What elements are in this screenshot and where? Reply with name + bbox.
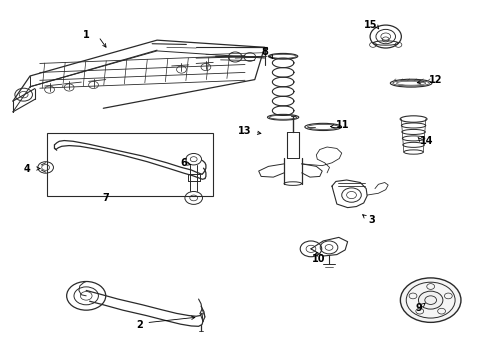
Text: 4: 4 (24, 163, 30, 174)
Bar (47, 134, 213, 196)
Text: 3: 3 (368, 215, 375, 225)
Text: 15: 15 (364, 20, 378, 30)
Text: 11: 11 (336, 121, 349, 130)
Text: 6: 6 (180, 158, 187, 168)
Text: 7: 7 (102, 193, 109, 203)
Text: 10: 10 (312, 254, 325, 264)
Text: 9: 9 (415, 303, 422, 313)
Text: 14: 14 (420, 136, 434, 146)
Text: 13: 13 (238, 126, 252, 135)
Text: 1: 1 (83, 30, 90, 40)
Text: 12: 12 (429, 75, 442, 85)
Text: 2: 2 (137, 320, 143, 330)
Text: 8: 8 (261, 46, 268, 57)
Circle shape (400, 278, 461, 322)
Circle shape (418, 291, 443, 309)
